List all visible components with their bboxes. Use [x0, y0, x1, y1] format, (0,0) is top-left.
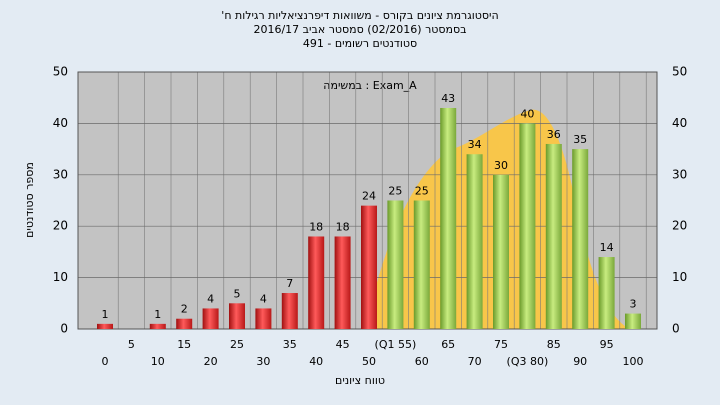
- value-label: 7: [286, 277, 293, 290]
- x-tick-label: 15: [177, 338, 191, 351]
- x-tick-label: 30: [256, 355, 270, 368]
- x-axis-label: טווח ציונים: [335, 374, 385, 387]
- y2-tick-label: 40: [672, 116, 687, 130]
- value-label: 25: [388, 185, 402, 198]
- bar: [176, 318, 193, 329]
- x-tick-label: 10: [151, 355, 165, 368]
- x-tick-label: 65: [441, 338, 455, 351]
- bar: [466, 154, 483, 329]
- value-label: 24: [362, 190, 376, 203]
- x-tick-label: 25: [230, 338, 244, 351]
- bar: [625, 313, 641, 329]
- value-label: 5: [234, 287, 241, 300]
- value-label: 35: [573, 133, 587, 146]
- y2-tick-label: 30: [672, 167, 687, 181]
- y-tick-label: 40: [53, 116, 68, 130]
- value-label: 30: [494, 159, 508, 172]
- y-tick-label: 10: [53, 270, 68, 284]
- value-label: 43: [441, 92, 455, 105]
- value-label: 36: [547, 128, 561, 141]
- x-tick-label: 75: [494, 338, 508, 351]
- value-label: 25: [415, 185, 429, 198]
- x-tick-label: (Q1 55): [375, 338, 417, 351]
- bar: [440, 107, 457, 329]
- x-tick-label: 95: [600, 338, 614, 351]
- title-line: 'היסטוגרמת ציונים בקורס - משוואות דיפרנצ…: [221, 9, 498, 22]
- annotation: במשימה : Exam_A: [323, 79, 417, 92]
- y-axis-label: מספר סטודנטים: [23, 162, 36, 238]
- bar: [308, 236, 325, 329]
- x-tick-label: 0: [102, 355, 109, 368]
- bar: [97, 323, 113, 329]
- bar: [493, 174, 509, 329]
- y2-tick-label: 10: [672, 270, 687, 284]
- y-tick-label: 20: [53, 219, 68, 233]
- x-tick-label: 20: [204, 355, 218, 368]
- title-line: בסמסטר (02/2016) סמסטר אביב 2016/17: [253, 23, 466, 36]
- y2-tick-label: 0: [672, 322, 680, 336]
- bar: [361, 205, 377, 329]
- bar: [281, 293, 298, 329]
- value-label: 4: [260, 292, 267, 305]
- title-line: סטודנטים רשומים - 491: [303, 37, 417, 50]
- value-label: 1: [154, 308, 161, 321]
- x-tick-label: 5: [128, 338, 135, 351]
- y2-tick-label: 20: [672, 219, 687, 233]
- y-tick-label: 30: [53, 167, 68, 181]
- bar: [334, 236, 351, 329]
- value-label: 14: [600, 241, 614, 254]
- bar: [387, 200, 404, 329]
- bar: [519, 123, 536, 330]
- value-label: 34: [468, 138, 482, 151]
- bar: [413, 200, 430, 329]
- y-tick-label: 0: [60, 322, 68, 336]
- bar: [255, 308, 272, 329]
- bar: [598, 257, 615, 329]
- value-label: 2: [181, 303, 188, 316]
- value-label: 4: [207, 292, 214, 305]
- x-tick-label: 35: [283, 338, 297, 351]
- x-tick-label: 100: [623, 355, 644, 368]
- x-tick-label: 70: [468, 355, 482, 368]
- y-tick-label: 50: [53, 65, 68, 79]
- value-label: 18: [309, 220, 323, 233]
- value-label: 3: [630, 298, 637, 311]
- bar: [572, 149, 589, 329]
- x-tick-label: 40: [309, 355, 323, 368]
- value-label: 18: [336, 220, 350, 233]
- value-label: 1: [102, 308, 109, 321]
- x-tick-label: 50: [362, 355, 376, 368]
- bar: [149, 323, 166, 329]
- x-tick-label: 90: [573, 355, 587, 368]
- bar: [229, 303, 245, 329]
- bar: [202, 308, 219, 329]
- x-tick-label: (Q3 80): [507, 355, 549, 368]
- x-tick-label: 60: [415, 355, 429, 368]
- bar: [545, 143, 562, 329]
- value-label: 40: [520, 107, 534, 120]
- x-tick-label: 45: [336, 338, 350, 351]
- x-tick-label: 85: [547, 338, 561, 351]
- y2-tick-label: 50: [672, 65, 687, 79]
